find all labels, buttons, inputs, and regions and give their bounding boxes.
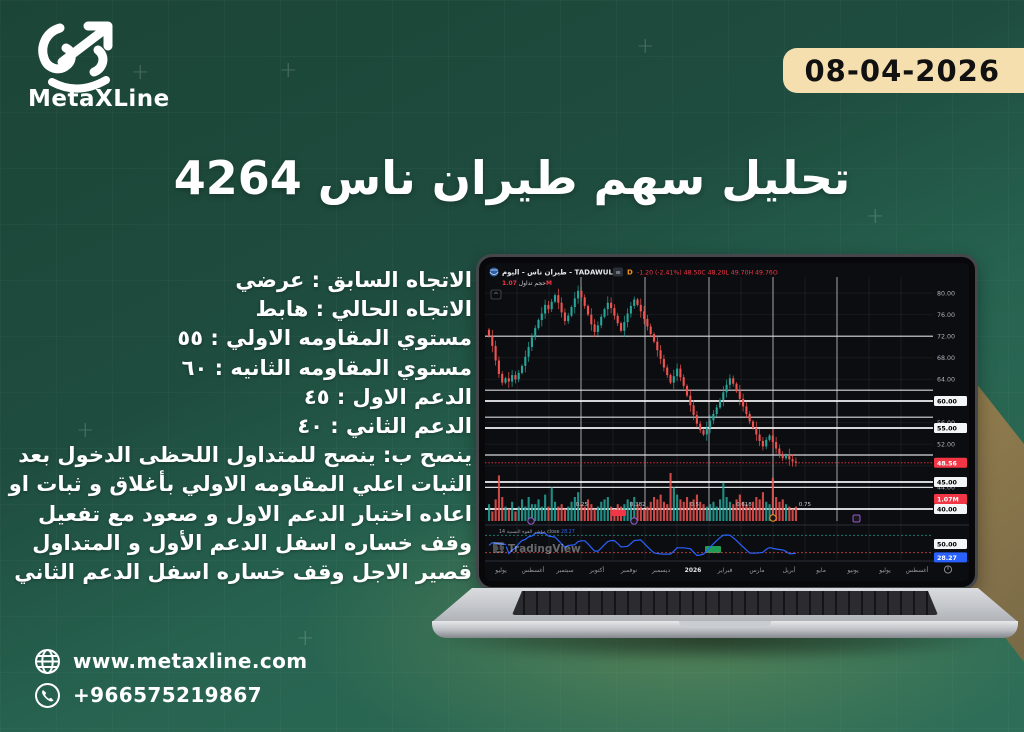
analysis-text: الاتجاه السابق : عرضي الاتجاه الحالي : ها… <box>9 266 472 587</box>
svg-text:D: D <box>627 269 633 277</box>
svg-text:50.00: 50.00 <box>937 541 958 548</box>
laptop-keyboard <box>512 591 938 615</box>
website-row: www.metaxline.com <box>34 644 307 678</box>
analysis-line: ينصح ب: ينصح للمتداول اللحظى الدخول بعد <box>18 443 472 468</box>
svg-text:40.00: 40.00 <box>937 507 958 514</box>
analysis-line: قصير الاجل وقف خساره اسفل الدعم الثاني <box>14 560 472 585</box>
analysis-line: الدعم الاول : ٤٥ <box>303 384 472 409</box>
plus-decor: + <box>296 626 315 651</box>
svg-text:0.382: 0.382 <box>630 502 646 508</box>
svg-text:68.00: 68.00 <box>937 355 955 362</box>
laptop-base <box>432 588 1018 640</box>
analysis-line: الدعم الثاني : ٤٠ <box>297 414 472 439</box>
whatsapp-icon <box>35 682 60 708</box>
laptop-notch <box>679 621 771 628</box>
svg-text:TradingView: TradingView <box>508 543 581 555</box>
svg-text:ديسمبر: ديسمبر <box>651 567 671 574</box>
svg-text:1.07M: 1.07M <box>937 497 959 504</box>
svg-text:أكتوبر: أكتوبر <box>589 566 605 574</box>
plus-decor: + <box>636 34 655 59</box>
page-title: تحليل سهم طيران ناس 4264 <box>173 150 851 205</box>
svg-text:64.00: 64.00 <box>937 377 955 384</box>
analysis-line: مستوي المقاومه الثانيه : ٦٠ <box>181 355 472 380</box>
plus-decor: + <box>131 60 150 85</box>
svg-text:مايو: مايو <box>815 567 826 574</box>
svg-text:45.00: 45.00 <box>937 480 958 487</box>
website-text: www.metaxline.com <box>73 649 308 673</box>
svg-text:-1.20 (-2.41%) 48.50C 48.20L 4: -1.20 (-2.41%) 48.50C 48.20L 49.70H 49.7… <box>637 270 778 277</box>
svg-text:يونيو: يونيو <box>846 567 859 574</box>
tradingview-chart: 0.25 0.382 0.5 0.618 0.75 80.00 76.00 72.00 68.0… <box>485 263 969 581</box>
svg-text:مؤشر القوة النسبية 14 close 2: مؤشر القوة النسبية 14 close 28.27 <box>499 529 575 535</box>
analysis-line: الثبات اعلي المقاومه الاولي بأغلاق و ثبا… <box>8 472 472 497</box>
svg-text:طيران ناس - اليوم - TADAWUL: طيران ناس - اليوم - TADAWUL <box>502 269 613 277</box>
svg-text:حجم تداول 1.07M: حجم تداول 1.07M <box>502 280 552 287</box>
analysis-line: مستوي المقاومه الاولي : ٥٥ <box>177 326 472 351</box>
svg-text:28.27: 28.27 <box>937 555 957 562</box>
metaxline-logo-icon <box>26 16 134 98</box>
brand-name: MetaXLine <box>28 86 170 112</box>
svg-text:80.00: 80.00 <box>937 290 955 297</box>
svg-text:60.00: 60.00 <box>937 399 958 406</box>
svg-text:52.00: 52.00 <box>937 442 955 449</box>
plus-decor: + <box>76 418 95 443</box>
phone-text: +966575219867 <box>73 683 262 707</box>
svg-text:أغسطس: أغسطس <box>906 566 929 574</box>
date-badge: 08-04-2026 <box>782 48 1024 93</box>
globe-icon <box>35 648 60 674</box>
laptop-front-edge <box>432 621 1018 638</box>
svg-text:2026: 2026 <box>685 567 702 574</box>
plus-decor: + <box>279 58 298 83</box>
svg-text:^: ^ <box>494 292 499 299</box>
analysis-line: اعاده اختبار الدعم الاول و صعود مع تفعيل <box>37 501 472 526</box>
analysis-line: الاتجاه الحالي : هابط <box>255 297 472 322</box>
svg-text:≡: ≡ <box>616 269 621 277</box>
svg-text:72.00: 72.00 <box>937 334 955 341</box>
svg-text:أبريل: أبريل <box>783 566 796 574</box>
svg-text:يوليو: يوليو <box>494 567 507 574</box>
laptop-screen: 0.25 0.382 0.5 0.618 0.75 80.00 76.00 72.00 68.0… <box>476 254 978 590</box>
svg-text:17: 17 <box>496 544 507 553</box>
svg-text:44.00: 44.00 <box>937 485 955 492</box>
svg-text:مارس: مارس <box>749 567 764 574</box>
svg-text:0.75: 0.75 <box>799 502 812 508</box>
svg-text:48.56: 48.56 <box>937 460 958 467</box>
svg-text:76.00: 76.00 <box>937 312 955 319</box>
svg-text:0.25: 0.25 <box>576 502 589 508</box>
contact-block: www.metaxline.com +966575219867 <box>34 644 307 712</box>
svg-text:سبتمبر: سبتمبر <box>555 567 573 574</box>
svg-text:0.618: 0.618 <box>736 502 752 508</box>
svg-text:يوليو: يوليو <box>878 567 891 574</box>
svg-text:أغسطس: أغسطس <box>522 566 545 574</box>
analysis-line: الاتجاه السابق : عرضي <box>235 268 472 292</box>
svg-text:55.00: 55.00 <box>937 426 958 433</box>
svg-text:فبراير: فبراير <box>717 567 733 574</box>
analysis-line: وقف خساره اسفل الدعم الأول و المتداول <box>32 530 472 555</box>
plus-decor: + <box>866 204 885 229</box>
svg-text:نوفمبر: نوفمبر <box>620 567 638 574</box>
phone-row: +966575219867 <box>34 678 307 712</box>
laptop-deck <box>432 588 1018 622</box>
svg-text:0.5: 0.5 <box>690 502 699 508</box>
